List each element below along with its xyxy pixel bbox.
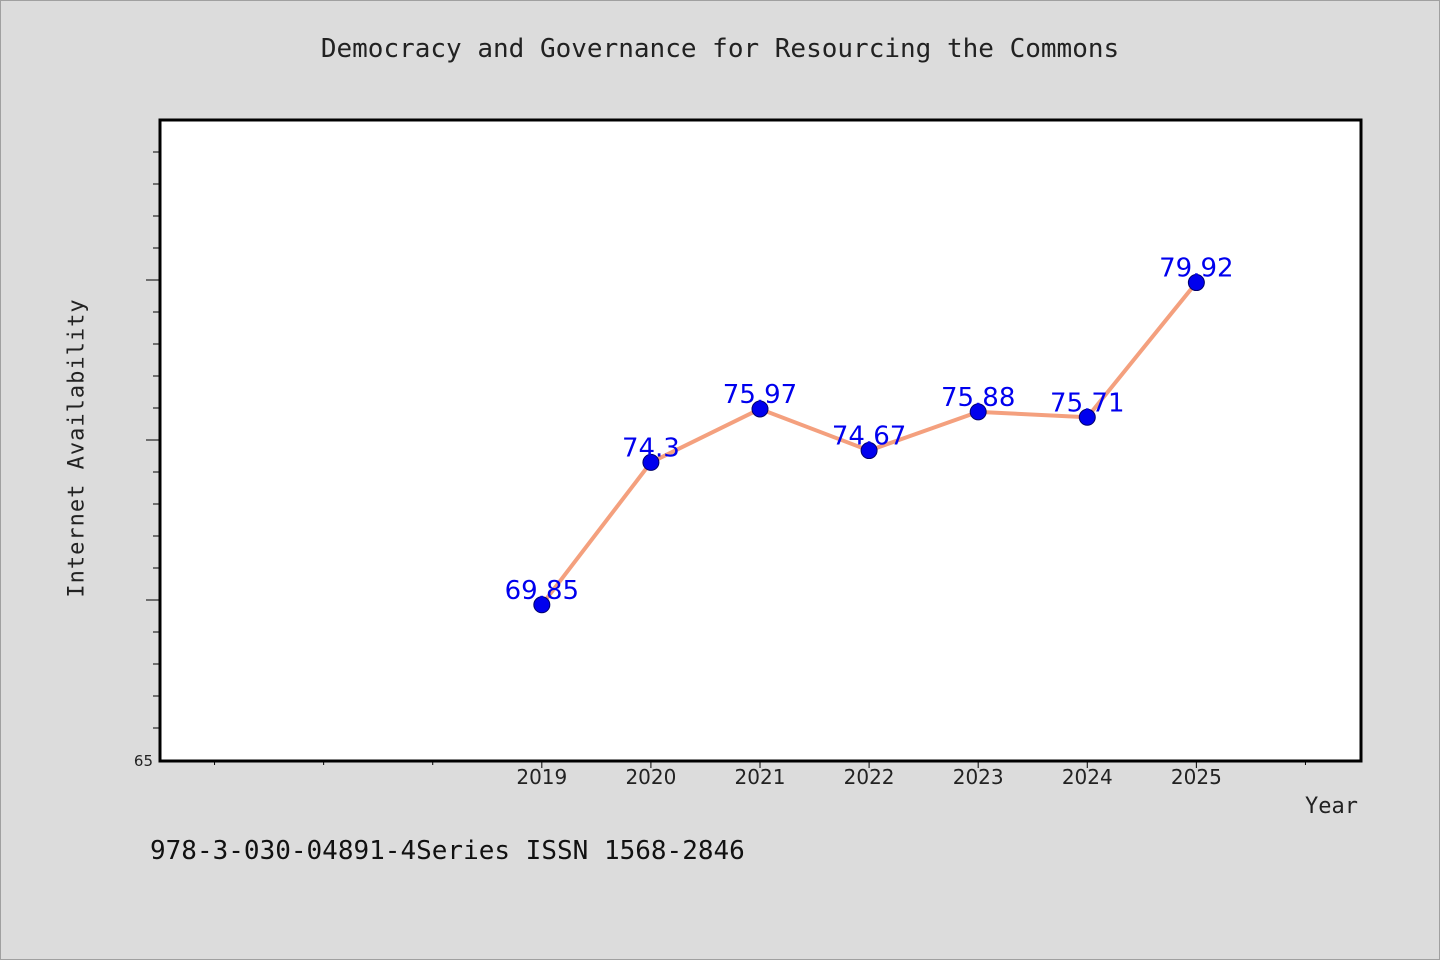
x-tick-label: 2025 <box>1171 765 1222 789</box>
x-tick-label: 2022 <box>844 765 895 789</box>
data-point <box>1187 274 1205 292</box>
y-axis-label: Internet Availability <box>64 298 90 598</box>
tick-marks <box>146 151 1306 768</box>
data-point <box>751 400 769 418</box>
data-label: 74.3 <box>622 433 680 463</box>
y-tick-labels: 65 <box>134 752 153 770</box>
data-label: 74.67 <box>832 422 906 452</box>
data-point <box>642 453 660 471</box>
data-label: 79.92 <box>1159 254 1233 284</box>
plot-area <box>158 118 1363 763</box>
data-labels: 69.85 74.3 75.97 74.67 75.88 75.71 79.92 <box>505 254 1234 606</box>
footer-note: 978-3-030-04891-4Series ISSN 1568-2846 <box>150 836 745 866</box>
data-point <box>860 442 878 460</box>
x-tick-labels: 2019 2020 2021 2022 2023 2024 2025 <box>516 765 1221 789</box>
series-layer <box>533 274 1205 614</box>
data-point <box>533 596 551 614</box>
chart-title: Democracy and Governance for Resourcing … <box>320 34 1120 64</box>
x-tick-label: 2019 <box>516 765 567 789</box>
x-tick-label: 2020 <box>625 765 676 789</box>
data-point <box>969 403 987 421</box>
x-tick-label: 2023 <box>953 765 1004 789</box>
x-tick-label: 2021 <box>735 765 786 789</box>
data-label: 75.88 <box>941 383 1015 413</box>
data-point <box>1078 408 1096 426</box>
data-label: 69.85 <box>505 576 579 606</box>
data-label: 75.71 <box>1050 388 1124 418</box>
y-tick-label: 65 <box>134 752 153 770</box>
x-tick-label: 2024 <box>1062 765 1113 789</box>
data-label: 75.97 <box>723 380 797 410</box>
x-axis-label: Year <box>1305 794 1358 819</box>
